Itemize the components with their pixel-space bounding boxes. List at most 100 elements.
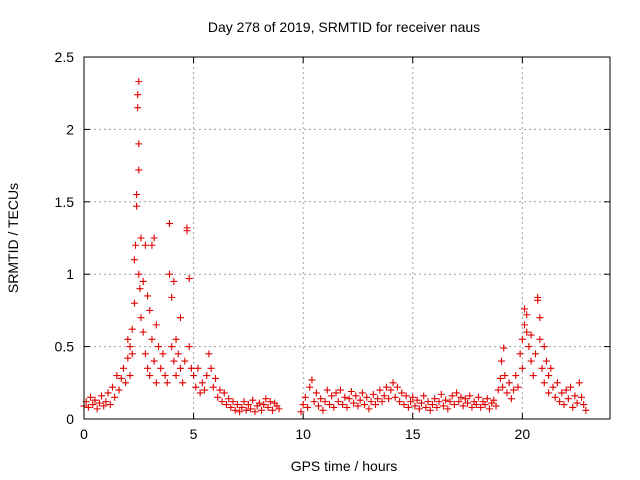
data-point — [150, 234, 158, 242]
data-point — [137, 234, 145, 242]
data-point — [365, 405, 373, 413]
data-point — [242, 406, 250, 414]
data-point — [536, 335, 544, 343]
data-point — [247, 405, 255, 413]
data-point — [578, 393, 586, 401]
data-point — [190, 372, 198, 380]
x-tick-label: 20 — [515, 426, 531, 442]
data-point — [393, 383, 401, 391]
data-point — [132, 241, 140, 249]
data-point — [93, 405, 101, 413]
data-point — [319, 406, 327, 414]
data-point — [117, 374, 125, 382]
chart-title: Day 278 of 2019, SRMTID for receiver nau… — [208, 19, 480, 35]
data-point — [426, 406, 434, 414]
data-point — [126, 372, 134, 380]
data-point — [439, 402, 447, 410]
data-point — [95, 399, 103, 407]
data-point — [266, 398, 274, 406]
x-tick-label: 0 — [80, 426, 88, 442]
data-point — [518, 364, 526, 372]
data-point — [201, 386, 209, 394]
data-point — [518, 335, 526, 343]
data-point — [244, 401, 252, 409]
data-point — [358, 389, 366, 397]
data-point — [225, 395, 233, 403]
data-point — [325, 401, 333, 409]
data-point — [104, 389, 112, 397]
data-point — [128, 325, 136, 333]
data-point — [133, 202, 141, 210]
data-point — [527, 357, 535, 365]
data-point — [494, 386, 502, 394]
y-tick-label: 0.5 — [55, 339, 75, 355]
data-point — [538, 364, 546, 372]
data-point — [194, 364, 202, 372]
data-point — [529, 372, 537, 380]
data-point — [275, 405, 283, 413]
data-point — [317, 395, 325, 403]
data-point — [91, 396, 99, 404]
data-point — [135, 270, 143, 278]
data-point — [558, 389, 566, 397]
data-point — [321, 398, 329, 406]
data-point — [347, 387, 355, 395]
data-point — [483, 395, 491, 403]
data-point — [398, 389, 406, 397]
data-point — [505, 379, 513, 387]
data-point — [350, 399, 358, 407]
data-point — [343, 403, 351, 411]
data-point — [312, 389, 320, 397]
data-point — [407, 398, 415, 406]
data-point — [179, 379, 187, 387]
data-point — [323, 386, 331, 394]
data-point — [108, 383, 116, 391]
data-point — [176, 364, 184, 372]
x-tick-label: 5 — [190, 426, 198, 442]
data-point — [209, 383, 217, 391]
data-point — [135, 78, 143, 86]
data-point — [146, 372, 154, 380]
data-point — [553, 379, 561, 387]
data-point — [308, 376, 316, 384]
data-point — [128, 350, 136, 358]
data-point — [501, 372, 509, 380]
data-point — [165, 220, 173, 228]
data-point — [115, 386, 123, 394]
data-point — [198, 379, 206, 387]
data-point — [575, 379, 583, 387]
data-point — [336, 386, 344, 394]
data-point — [100, 402, 108, 410]
data-point — [437, 390, 445, 398]
data-point — [422, 403, 430, 411]
data-point — [111, 393, 119, 401]
data-point — [512, 372, 520, 380]
data-point — [521, 305, 529, 313]
plot-frame — [83, 56, 611, 420]
data-point — [133, 191, 141, 199]
data-point — [371, 401, 379, 409]
data-point — [238, 403, 246, 411]
data-point — [148, 335, 156, 343]
data-point — [150, 357, 158, 365]
data-point — [369, 390, 377, 398]
data-point — [468, 403, 476, 411]
data-point — [218, 398, 226, 406]
data-point — [516, 350, 524, 358]
data-point — [170, 357, 178, 365]
data-point — [361, 401, 369, 409]
data-point — [564, 395, 572, 403]
data-point — [400, 401, 408, 409]
data-point — [453, 389, 461, 397]
data-point — [157, 364, 165, 372]
data-point — [304, 403, 312, 411]
data-point — [205, 350, 213, 358]
data-point — [297, 408, 305, 416]
data-point — [220, 389, 228, 397]
data-point — [531, 350, 539, 358]
data-point — [141, 241, 149, 249]
data-point — [229, 398, 237, 406]
data-point — [411, 402, 419, 410]
data-point — [236, 408, 244, 416]
data-point — [567, 383, 575, 391]
